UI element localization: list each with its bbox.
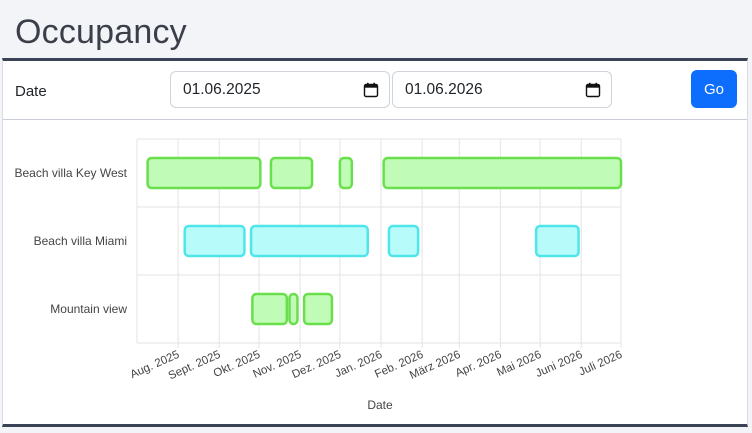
calendar-icon[interactable] [585, 82, 601, 98]
booking-bar [534, 224, 580, 258]
end-date-input[interactable]: 01.06.2026 [392, 71, 612, 108]
booking-bar [269, 156, 314, 190]
booking-bar [251, 292, 289, 326]
occupancy-card: Date 01.06.2025 01.06.2026 Go Beach vill… [2, 58, 748, 427]
booking-bar [146, 156, 262, 190]
booking-bar [387, 224, 420, 258]
x-tick-label: Juli 2026 [577, 349, 624, 379]
page-title: Occupancy [15, 13, 187, 51]
booking-bar [382, 156, 623, 190]
booking-bar [249, 224, 369, 258]
booking-bar [338, 156, 354, 190]
start-date-input[interactable]: 01.06.2025 [170, 71, 390, 108]
booking-bar [302, 292, 334, 326]
date-filter-bar: Date 01.06.2025 01.06.2026 Go [3, 61, 747, 120]
start-date-value: 01.06.2025 [183, 80, 261, 98]
occupancy-chart: Beach villa Key West Beach villa Miami Mou… [15, 138, 624, 412]
row-label: Beach villa Miami [34, 234, 127, 248]
end-date-value: 01.06.2026 [405, 80, 483, 98]
x-tick-label: Juni 2026 [534, 349, 584, 380]
booking-bar [288, 292, 299, 326]
row-label: Mountain view [50, 302, 127, 316]
x-axis-title: Date [367, 398, 393, 412]
booking-bar [183, 224, 246, 258]
calendar-icon[interactable] [363, 82, 379, 98]
row-label: Beach villa Key West [15, 166, 128, 180]
x-tick-label: Apr. 2026 [454, 349, 504, 380]
go-button[interactable]: Go [691, 70, 737, 108]
date-label: Date [15, 83, 47, 100]
